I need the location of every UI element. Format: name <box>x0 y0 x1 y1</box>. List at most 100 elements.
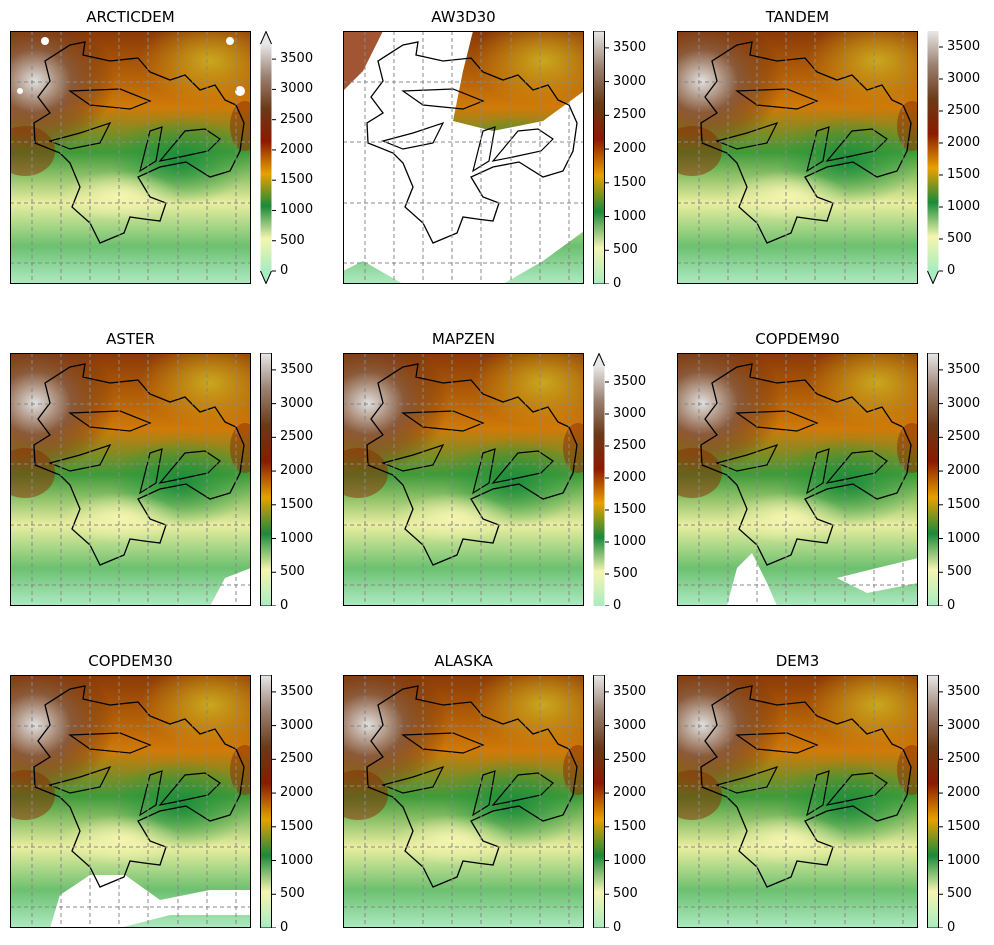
colorbar-tick-label: 3000 <box>280 81 314 97</box>
colorbar <box>260 353 276 606</box>
colorbar-tick-label: 0 <box>280 598 289 613</box>
elevation-map <box>10 675 251 928</box>
colorbar-tick-label: 2500 <box>280 429 314 445</box>
colorbar-tick-label: 0 <box>613 598 622 613</box>
colorbar-tick-label: 500 <box>947 564 972 580</box>
colorbar-tick-label: 3000 <box>947 395 981 411</box>
colorbar-tick-label: 1500 <box>947 818 981 834</box>
colorbar-tick-label: 1500 <box>280 496 314 512</box>
colorbar-tick-label: 3500 <box>947 361 981 377</box>
colorbar-tick-label: 3500 <box>613 683 647 699</box>
colorbar-tick-label: 500 <box>280 564 305 580</box>
colorbar-tick-label: 2500 <box>613 751 647 767</box>
colorbar-tick-label: 0 <box>280 263 289 278</box>
colorbar-tick-label: 0 <box>613 276 622 291</box>
colorbar-tick-label: 3000 <box>947 717 981 733</box>
colorbar-tick-label: 3500 <box>947 683 981 699</box>
colorbar-tick-label: 1500 <box>280 172 314 188</box>
elevation-map <box>677 675 918 928</box>
colorbar-tick-label: 2500 <box>947 103 981 118</box>
colorbar-tick-label: 3000 <box>280 717 314 733</box>
colorbar-tick-label: 0 <box>613 920 622 935</box>
colorbar-tick-label: 2500 <box>280 111 314 127</box>
panel-title: MAPZEN <box>431 330 496 348</box>
colorbar-tick-label: 3000 <box>613 73 647 89</box>
panel-title: ASTER <box>106 330 155 348</box>
colorbar-tick-label: 3500 <box>613 39 647 55</box>
colorbar <box>260 31 276 284</box>
panel-title: ARCTICDEM <box>86 8 175 26</box>
colorbar-tick-label: 2000 <box>280 785 314 801</box>
panel-title: AW3D30 <box>431 8 496 26</box>
colorbar-tick-label: 1500 <box>613 174 647 190</box>
colorbar <box>593 31 609 284</box>
elevation-map <box>343 675 584 928</box>
colorbar-tick-label: 1500 <box>947 167 981 182</box>
map-panel-copdem30: COPDEM30 0 500 1000 1500 2000 2500 3000 3500 <box>10 652 340 945</box>
colorbar-tick-label: 500 <box>613 886 638 902</box>
colorbar-tick-label: 2500 <box>613 107 647 123</box>
elevation-map <box>10 353 251 606</box>
elevation-map <box>10 31 251 284</box>
colorbar-tick-label: 3000 <box>280 395 314 411</box>
colorbar-tick-label: 2500 <box>947 429 981 445</box>
extend-min-arrow <box>927 270 939 284</box>
colorbar <box>927 675 943 928</box>
colorbar-tick-label: 500 <box>947 231 972 246</box>
colorbar-tick-label: 3000 <box>613 406 647 421</box>
map-panel-arcticdem: ARCTICDEM 0 500 1000 1500 2000 2500 3000 3500 <box>10 8 340 310</box>
colorbar-tick-label: 3500 <box>947 39 981 54</box>
panel-title: DEM3 <box>775 652 820 670</box>
colorbar-tick-label: 500 <box>613 566 638 581</box>
colorbar-tick-label: 2500 <box>947 751 981 767</box>
elevation-map <box>677 353 918 606</box>
map-panel-alaska: ALASKA 0 500 1000 1500 2000 2500 3000 3500 <box>343 652 673 945</box>
colorbar-tick-label: 1000 <box>280 852 314 868</box>
colorbar-tick-label: 1000 <box>280 202 314 218</box>
colorbar-tick-label: 2000 <box>947 135 981 150</box>
elevation-map <box>343 353 584 606</box>
elevation-map <box>677 31 918 284</box>
colorbar-tick-label: 500 <box>613 242 638 258</box>
colorbar-tick-label: 2000 <box>280 463 314 479</box>
colorbar-tick-label: 1000 <box>613 208 647 224</box>
colorbar-tick-label: 3500 <box>280 51 314 67</box>
colorbar-tick-label: 500 <box>947 886 972 902</box>
colorbar-tick-label: 2000 <box>613 141 647 157</box>
colorbar-tick-label: 1000 <box>947 852 981 868</box>
colorbar-tick-label: 2000 <box>613 470 647 485</box>
colorbar <box>593 675 609 928</box>
panel-title: COPDEM90 <box>755 330 840 348</box>
map-panel-tandem: TANDEM 0 500 1000 1500 2000 2500 3000 3500 <box>677 8 994 310</box>
map-panel-copdem90: COPDEM90 0 500 1000 1500 2000 2500 3000 3500 <box>677 330 994 632</box>
colorbar-tick-label: 500 <box>280 232 305 248</box>
colorbar-tick-label: 1500 <box>280 818 314 834</box>
colorbar-tick-label: 2500 <box>613 438 647 453</box>
panel-title: ALASKA <box>434 652 493 670</box>
colorbar-tick-label: 2000 <box>613 785 647 801</box>
map-panel-aster: ASTER 0 500 1000 1500 2000 2500 3000 3500 <box>10 330 340 632</box>
extend-max-arrow <box>593 353 605 367</box>
colorbar-tick-label: 0 <box>947 920 956 935</box>
elevation-map <box>343 31 584 284</box>
colorbar-tick-label: 1500 <box>947 496 981 512</box>
colorbar-tick-label: 2000 <box>947 785 981 801</box>
extend-max-arrow <box>260 31 272 45</box>
colorbar-tick-label: 0 <box>947 598 956 613</box>
map-panel-dem3: DEM3 0 500 1000 1500 2000 2500 3000 3500 <box>677 652 994 945</box>
colorbar-tick-label: 2500 <box>280 751 314 767</box>
colorbar <box>260 675 276 928</box>
colorbar <box>927 353 943 606</box>
colorbar-tick-label: 0 <box>947 263 956 278</box>
colorbar-tick-label: 2000 <box>280 141 314 157</box>
colorbar-tick-label: 3000 <box>613 717 647 733</box>
colorbar-tick-label: 1500 <box>613 818 647 834</box>
colorbar-tick-label: 3500 <box>280 683 314 699</box>
colorbar-tick-label: 0 <box>280 920 289 935</box>
colorbar-tick-label: 3500 <box>280 361 314 377</box>
map-panel-aw3d30: AW3D30 0 500 1000 1500 2000 2500 3000 3500 <box>343 8 673 310</box>
panel-title: TANDEM <box>765 8 830 26</box>
colorbar-tick-label: 1000 <box>947 199 981 214</box>
colorbar-tick-label: 3500 <box>613 374 647 389</box>
colorbar-tick-label: 1500 <box>613 502 647 517</box>
